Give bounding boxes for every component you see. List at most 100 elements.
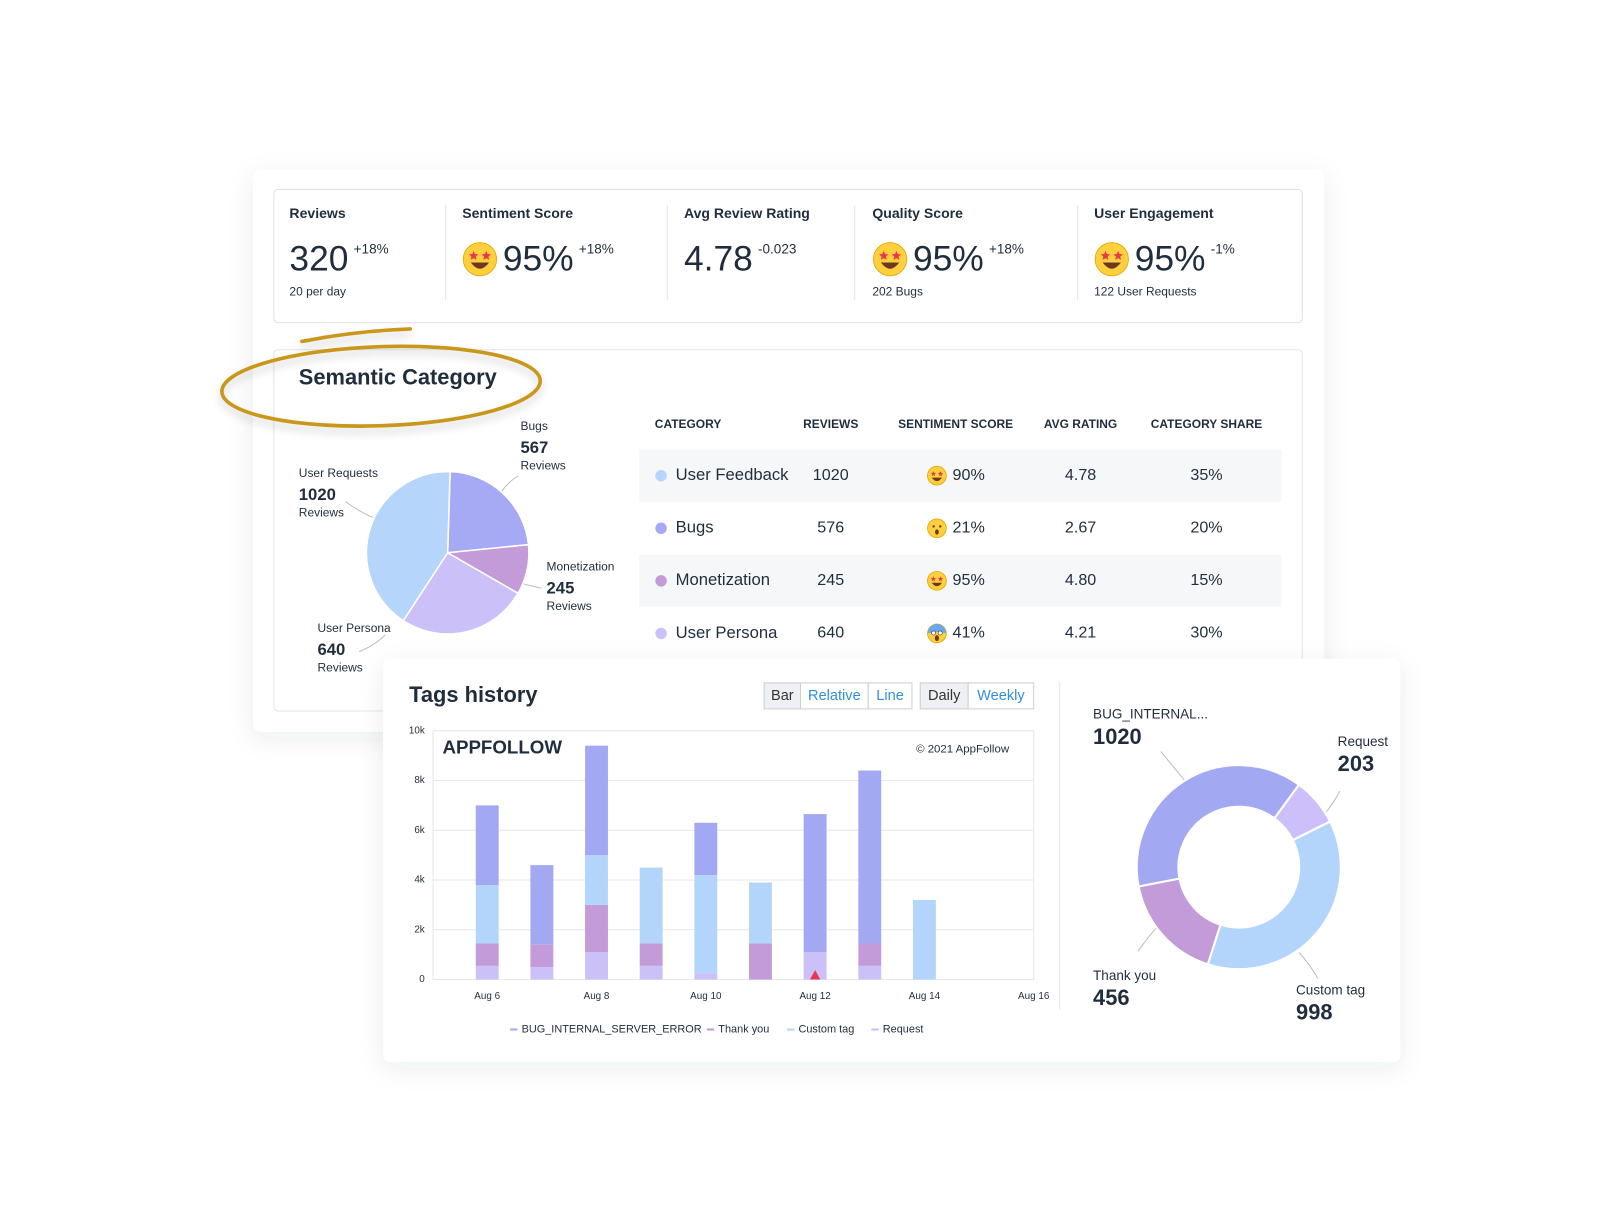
emoji-icon	[937, 630, 943, 636]
slice-value: 640	[318, 640, 346, 659]
bar-segment	[858, 965, 882, 980]
slice-value: 567	[521, 438, 549, 457]
emoji-icon	[927, 571, 947, 591]
legend-label: BUG_INTERNAL_SERVER_ERROR	[522, 1023, 702, 1035]
segment-value: 203	[1338, 751, 1374, 776]
pie-slice	[365, 470, 451, 622]
emoji-icon	[1100, 250, 1111, 260]
bar-segment	[475, 943, 499, 966]
table-cell: 41%	[953, 624, 985, 642]
y-tick-label: 6k	[414, 825, 424, 836]
event-marker	[809, 970, 821, 980]
bar-segment	[858, 943, 882, 966]
emoji-icon	[873, 242, 908, 277]
table-cell: User Persona	[676, 623, 778, 642]
bar-segment	[694, 822, 718, 876]
bar-segment	[912, 899, 936, 980]
bar-segment	[639, 943, 663, 966]
bar-segment	[639, 965, 663, 980]
legend-label: Thank you	[718, 1023, 769, 1035]
metric-value: 320	[289, 240, 348, 279]
table-cell: 35%	[1190, 466, 1222, 484]
toggle-label[interactable]: Weekly	[977, 688, 1025, 704]
emoji-icon	[1113, 250, 1123, 260]
metric-value: 95%	[503, 240, 574, 279]
bar-segment	[475, 965, 499, 980]
y-tick-label: 2k	[414, 924, 424, 935]
metric-value: 95%	[1135, 240, 1206, 279]
metric-label: Reviews	[289, 205, 345, 221]
metric-note: 202 Bugs	[872, 285, 923, 299]
legend-label: Request	[883, 1023, 924, 1035]
x-tick-label: Aug 14	[909, 991, 941, 1002]
slice-unit: Reviews	[299, 505, 344, 519]
y-tick-label: 4k	[414, 875, 424, 886]
table-cell: Bugs	[676, 518, 714, 537]
emoji-icon	[1094, 242, 1129, 277]
copyright: © 2021 AppFollow	[916, 744, 1010, 756]
emoji-icon	[931, 630, 937, 636]
toggle-label[interactable]: Line	[876, 688, 904, 704]
slice-value: 1020	[299, 485, 336, 504]
toggle-button[interactable]	[967, 682, 1035, 710]
emoji-icon	[935, 529, 939, 535]
table-cell: Monetization	[676, 570, 770, 589]
y-tick-label: 0	[419, 974, 425, 985]
table-cell: 15%	[1190, 571, 1222, 589]
segment-value: 1020	[1093, 724, 1142, 749]
metrics-box	[273, 188, 1303, 324]
bar-segment	[585, 745, 608, 856]
metric-delta: +18%	[579, 241, 614, 256]
toggle-label[interactable]: Daily	[928, 688, 961, 704]
table-header: REVIEWS	[803, 417, 858, 431]
bar-segment	[639, 867, 663, 944]
bar-segment	[530, 865, 554, 945]
bar-segment	[585, 904, 608, 953]
segment-name: Thank you	[1093, 968, 1156, 983]
emoji-icon	[891, 250, 902, 260]
table-cell: 1020	[813, 466, 849, 484]
emoji-icon	[1102, 262, 1121, 269]
table-cell: 90%	[953, 466, 985, 484]
metric-delta: -0.023	[758, 241, 796, 256]
toggle-label[interactable]: Relative	[808, 688, 861, 704]
toggle-label[interactable]: Bar	[771, 688, 794, 704]
slice-name: User Persona	[318, 621, 392, 635]
donut-segment	[1137, 877, 1222, 966]
emoji-icon	[937, 471, 944, 477]
category-dot	[655, 522, 667, 535]
metric-value: 4.78	[684, 240, 753, 279]
x-tick-label: Aug 10	[690, 991, 722, 1002]
category-dot	[655, 627, 667, 640]
table-header: CATEGORY SHARE	[1151, 417, 1263, 431]
toggle-button[interactable]	[919, 682, 969, 710]
table-cell: 640	[817, 624, 844, 642]
emoji-icon	[937, 576, 944, 582]
table-cell: 4.21	[1065, 624, 1096, 642]
category-dot	[655, 575, 667, 587]
toggle-button[interactable]	[763, 682, 802, 710]
x-tick-label: Aug 12	[799, 991, 830, 1002]
row-band	[639, 554, 1282, 607]
metric-label: Quality Score	[872, 205, 963, 221]
highlight-circle	[220, 327, 543, 428]
table-cell: 20%	[1190, 519, 1222, 537]
metric-label: User Engagement	[1094, 205, 1214, 221]
emoji-icon	[927, 465, 947, 486]
emoji-icon	[930, 471, 937, 477]
emoji-icon	[932, 525, 935, 528]
slice-value: 245	[547, 579, 575, 598]
y-tick-label: 8k	[414, 775, 424, 786]
segment-value: 998	[1296, 1000, 1332, 1025]
table-header: SENTIMENT SCORE	[898, 417, 1013, 431]
emoji-icon	[931, 582, 943, 587]
emoji-icon	[481, 250, 492, 260]
bar-segment	[749, 882, 772, 944]
bar-segment	[803, 952, 827, 980]
table-header: CATEGORY	[655, 417, 722, 431]
bar-segment	[694, 875, 718, 974]
toggle-button[interactable]	[867, 682, 913, 710]
bar-segment	[803, 814, 827, 953]
metric-delta: +18%	[354, 241, 389, 256]
